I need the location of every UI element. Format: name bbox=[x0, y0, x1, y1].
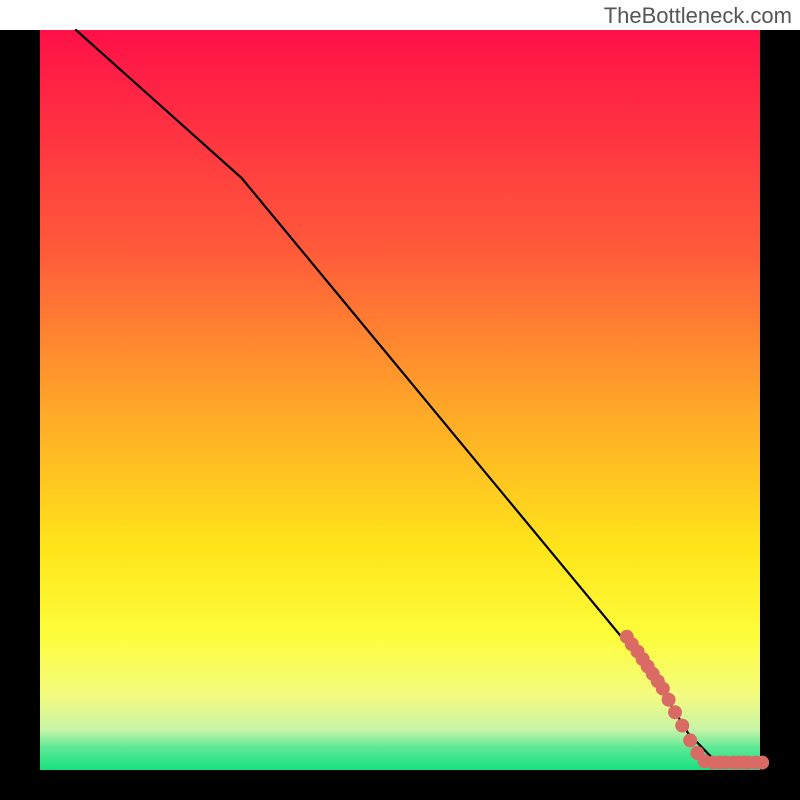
data-point bbox=[683, 733, 697, 747]
data-point bbox=[662, 693, 676, 707]
plot-background bbox=[40, 30, 760, 770]
data-point bbox=[675, 719, 689, 733]
chart-canvas bbox=[0, 0, 800, 800]
data-point bbox=[755, 756, 769, 770]
data-point bbox=[668, 705, 682, 719]
watermark: TheBottleneck.com bbox=[604, 3, 792, 29]
